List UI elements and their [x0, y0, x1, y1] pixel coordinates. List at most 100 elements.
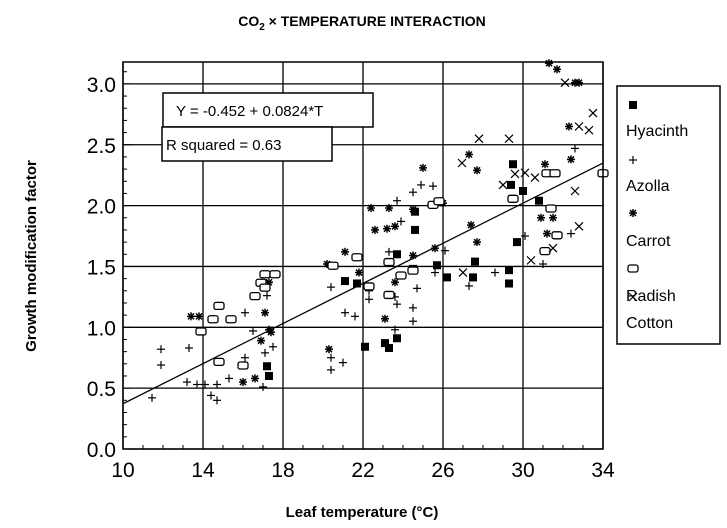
- filled-square-marker: [535, 196, 543, 205]
- data-point-carrot: [473, 166, 481, 175]
- open-square-marker: [627, 264, 639, 273]
- data-point-carrot: [341, 247, 349, 256]
- open-square-marker: [225, 315, 237, 324]
- r-squared-box: R squared = 0.63: [161, 126, 333, 162]
- legend-label-azolla: Azolla: [626, 178, 670, 195]
- asterisk-marker: [187, 312, 195, 320]
- data-point-radish: [249, 292, 261, 301]
- data-point-radish: [259, 270, 271, 279]
- data-point-azolla: [213, 380, 221, 389]
- data-point-azolla: [259, 382, 267, 391]
- data-point-carrot: [565, 122, 573, 131]
- data-point-hyacinth: [443, 273, 451, 282]
- asterisk-marker: [549, 214, 557, 222]
- data-point-carrot: [385, 204, 393, 213]
- data-point-carrot: [409, 205, 417, 214]
- data-point-hyacinth: [393, 334, 401, 343]
- data-point-azolla: [441, 246, 449, 255]
- data-point-azolla: [409, 303, 417, 312]
- asterisk-marker: [251, 374, 259, 382]
- data-point-azolla: [429, 182, 437, 191]
- open-square-marker: [551, 231, 563, 240]
- r-squared-text: R squared = 0.63: [166, 137, 282, 154]
- data-point-azolla: [465, 281, 473, 290]
- cross-marker: [504, 134, 514, 144]
- data-point-radish: [407, 266, 419, 275]
- y-tick-label: 0.0: [87, 439, 116, 462]
- open-square-marker: [549, 169, 561, 178]
- filled-square-marker: [265, 371, 273, 380]
- plot-frame: [122, 61, 604, 450]
- data-point-hyacinth: [471, 257, 479, 266]
- cross-marker: [628, 292, 638, 302]
- legend-marker-hyacinth: [629, 101, 637, 109]
- x-tick-label: 30: [511, 459, 534, 482]
- data-point-azolla: [393, 196, 401, 205]
- open-square-marker: [363, 282, 375, 291]
- asterisk-marker: [267, 328, 275, 336]
- open-square-marker: [207, 315, 219, 324]
- data-point-carrot: [419, 163, 427, 172]
- data-point-carrot: [251, 374, 259, 383]
- data-point-hyacinth: [353, 279, 361, 288]
- x-tick-label: 10: [111, 459, 134, 482]
- data-point-azolla: [397, 217, 405, 226]
- open-square-marker: [249, 292, 261, 301]
- equation-text: Y = -0.452 + 0.0824*T: [176, 103, 323, 120]
- data-point-hyacinth: [411, 225, 419, 234]
- asterisk-marker: [537, 214, 545, 222]
- data-point-hyacinth: [263, 362, 271, 371]
- data-point-carrot: [391, 278, 399, 287]
- y-axis-label: Growth modification factor: [23, 160, 40, 352]
- data-point-azolla: [431, 268, 439, 277]
- data-point-carrot: [195, 312, 203, 321]
- cross-marker: [570, 186, 580, 196]
- filled-square-marker: [443, 273, 451, 282]
- filled-square-marker: [513, 238, 521, 247]
- data-point-azolla: [201, 380, 209, 389]
- data-point-azolla: [491, 268, 499, 277]
- data-point-radish: [259, 283, 271, 292]
- cross-marker: [510, 169, 520, 179]
- open-square-marker: [407, 266, 419, 275]
- legend-marker-cotton: [628, 292, 638, 302]
- open-square-marker: [269, 270, 281, 279]
- asterisk-marker: [541, 160, 549, 168]
- data-point-cotton: [548, 243, 558, 253]
- chart-title: CO2 × TEMPERATURE INTERACTION: [238, 13, 486, 33]
- data-point-azolla: [185, 343, 193, 352]
- data-point-cotton: [520, 168, 530, 178]
- data-point-carrot: [465, 150, 473, 159]
- data-point-radish: [433, 197, 445, 206]
- data-point-cotton: [510, 169, 520, 179]
- data-point-azolla: [241, 308, 249, 317]
- data-point-azolla: [193, 380, 201, 389]
- data-point-azolla: [157, 345, 165, 354]
- data-point-hyacinth: [509, 160, 517, 169]
- asterisk-marker: [465, 150, 473, 159]
- data-point-carrot: [367, 204, 375, 213]
- asterisk-marker: [381, 315, 389, 323]
- data-point-cotton: [560, 78, 570, 88]
- open-square-marker: [383, 290, 395, 300]
- data-point-radish: [269, 270, 281, 279]
- open-square-marker: [395, 271, 407, 280]
- filled-square-marker: [505, 266, 513, 275]
- data-point-cotton: [504, 134, 514, 144]
- data-point-carrot: [575, 78, 583, 87]
- x-tick-label: 14: [191, 459, 215, 482]
- x-axis-label: Leaf temperature (°C): [286, 504, 439, 521]
- data-point-cotton: [570, 186, 580, 196]
- data-point-carrot: [381, 314, 389, 323]
- data-point-azolla: [213, 396, 221, 405]
- data-point-cotton: [588, 108, 598, 118]
- data-point-hyacinth: [519, 186, 527, 195]
- asterisk-marker: [371, 226, 379, 234]
- data-point-azolla: [261, 348, 269, 357]
- data-point-azolla: [249, 326, 257, 335]
- asterisk-marker: [419, 164, 427, 172]
- data-point-carrot: [553, 65, 561, 74]
- cross-marker: [548, 243, 558, 253]
- data-point-carrot: [537, 213, 545, 222]
